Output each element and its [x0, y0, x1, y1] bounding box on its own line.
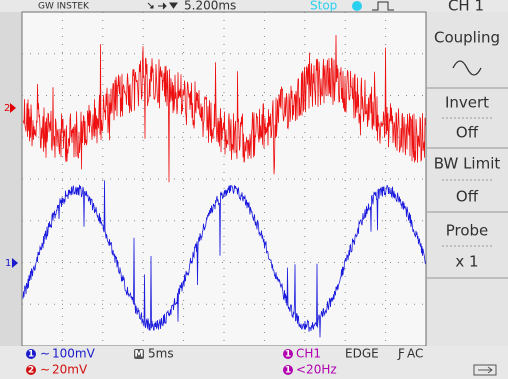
freq-badge: 1 [285, 366, 291, 376]
run-status: Stop [310, 0, 337, 13]
menu-value[interactable]: Off [456, 188, 479, 206]
trigger-coupling: AC [407, 347, 423, 361]
side-menu [427, 12, 508, 346]
time-scale: 5ms [148, 347, 174, 361]
menu-value[interactable]: x 1 [455, 253, 478, 271]
ch2-coupling: ∼ [40, 363, 50, 377]
trigger-type: EDGE [345, 347, 379, 361]
ch1-coupling: ∼ [40, 347, 50, 361]
ch2-scale: 20mV [52, 363, 88, 377]
ch2-marker [10, 103, 16, 113]
menu-label[interactable]: Coupling [434, 29, 500, 47]
menu-value[interactable]: Off [456, 124, 479, 142]
trigger-coupling-icon: Ƒ [397, 347, 405, 361]
menu-label[interactable]: Probe [446, 222, 489, 240]
menu-label[interactable]: Invert [445, 94, 489, 112]
ch2-marker-label: 2 [4, 103, 10, 114]
ch2-badge: 2 [28, 366, 34, 376]
oscilloscope-screen: GW INSTEK 5.200ms Stop CH 1 2 1 Coupling… [0, 0, 508, 379]
brand: GW INSTEK [38, 2, 90, 12]
graticule-frame [22, 12, 426, 346]
ch1-badge: 1 [28, 350, 34, 360]
trigger-info: <20Hz [296, 363, 337, 377]
ch1-marker-label: 1 [5, 258, 11, 269]
trigger-badge: 1 [285, 350, 291, 360]
status-dot [352, 1, 362, 11]
ch1-scale: 100mV [52, 347, 96, 361]
ch1-marker [12, 258, 18, 268]
menu-label[interactable]: BW Limit [434, 155, 501, 173]
trigger-source: CH1 [296, 347, 321, 361]
time-badge: M [135, 350, 144, 360]
timebase: 5.200ms [184, 0, 236, 13]
